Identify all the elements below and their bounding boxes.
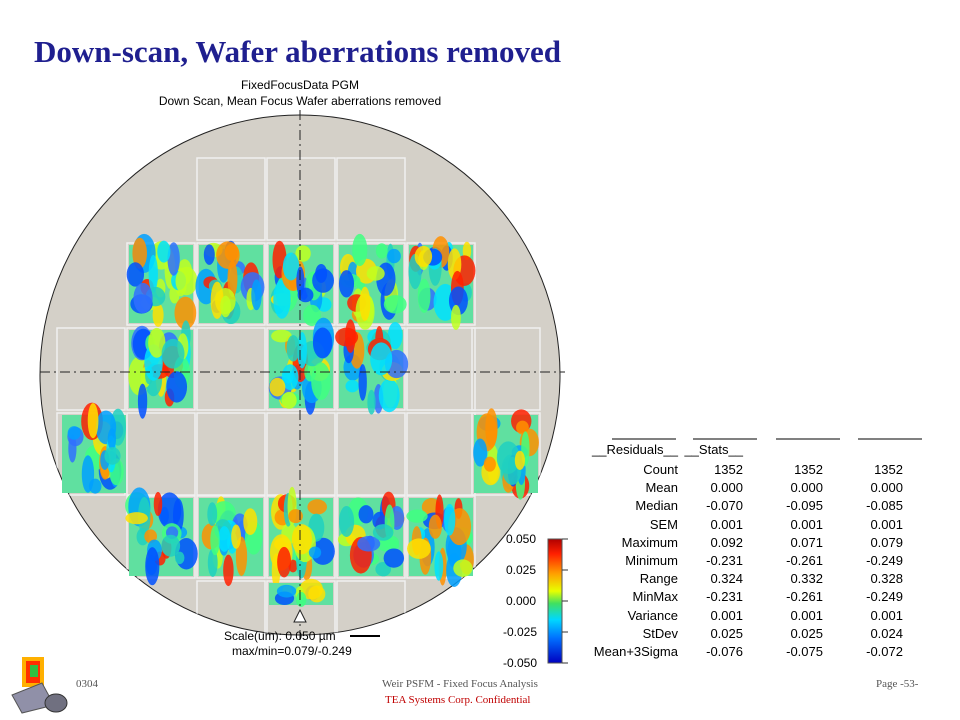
stats-header: __Stats__ [684,442,743,457]
focus-field-heatmap [269,240,334,327]
exposure-field [196,412,266,496]
stats-cell: 1352 [714,462,743,477]
stats-cell: 0.000 [710,480,743,496]
stats-cell: 0.001 [790,607,823,623]
stats-cell: 0.079 [870,534,903,550]
footer-date: 0304 [76,678,98,690]
focus-field-heatmap [335,319,409,415]
footer-confidential: TEA Systems Corp. Confidential [385,694,531,706]
stats-cell: -0.231 [706,553,743,568]
slide-title: Down-scan, Wafer aberrations removed [34,34,561,69]
stats-cell: -0.070 [706,498,743,514]
exposure-field [266,412,336,496]
colorbar-label: 0.025 [506,563,537,577]
focus-field-heatmap [406,494,474,587]
colorbar-label: -0.025 [503,625,538,639]
focus-field-heatmap [62,402,126,494]
focus-field-heatmap [268,317,335,415]
stats-cell: 0.000 [790,480,823,496]
heatmap-fields [62,233,539,607]
exposure-field [266,242,336,326]
colorbar-label: 0.050 [506,532,537,546]
stats-row-label: Median [635,498,678,514]
stats-cell: 0.000 [870,480,903,496]
stats-cell: -0.075 [786,644,823,659]
focus-field-heatmap [473,408,539,500]
stats-row-label: Mean+3Sigma [593,644,678,659]
stats-cell: 0.071 [790,534,823,550]
exposure-field [126,412,196,496]
stats-cell: 0.001 [790,516,823,532]
colorbar-ticks [562,538,568,664]
stats-row-label: MinMax [632,589,678,605]
maxmin-label: max/min=0.079/-0.249 [232,644,352,658]
focus-field-heatmap [195,240,265,325]
focus-field-heatmap [128,320,193,419]
focus-field-heatmap [126,233,198,330]
exposure-field [196,327,266,411]
stats-cell: -0.095 [786,498,823,514]
stats-cell: 0.332 [790,571,823,587]
colorbar [547,538,563,664]
stats-header [843,442,903,460]
exposure-field [266,327,336,411]
stats-cell: -0.261 [786,589,823,605]
focus-field-heatmap [199,496,263,587]
focus-field-heatmap [338,233,407,330]
stats-cell: 0.001 [710,516,743,532]
stats-row-label: Variance [627,607,678,623]
stats-cell: 0.025 [790,625,823,641]
stats-cell: 0.092 [710,534,743,550]
focus-field-heatmap [125,487,198,586]
focus-field-heatmap [337,491,405,577]
stats-header [763,442,823,460]
stats-header: __Residuals__ [591,442,678,457]
stats-cell: 0.324 [710,571,743,587]
stats-cell: 0.025 [710,625,743,641]
focus-field-heatmap [269,486,335,588]
exposure-field [126,327,196,411]
stats-cell: 0.001 [710,607,743,623]
stats-row-label: SEM [649,516,678,532]
stats-cell: -0.076 [706,644,743,659]
stats-row-label: Range [639,571,678,587]
stats-row-label: Minimum [625,553,678,568]
exposure-field [196,157,266,241]
footer-page: Page -53- [876,678,919,690]
stats-row-label: StDev [642,625,678,641]
stats-cell: 1352 [794,462,823,477]
stats-cell: -0.231 [706,589,743,605]
exposure-field [266,157,336,241]
stats-cell: -0.261 [786,553,823,568]
stats-cell: -0.249 [866,553,903,568]
focus-field-heatmap [269,578,333,607]
stats-row-label: Count [643,462,678,477]
exposure-field [336,495,406,579]
plot-title-line1: FixedFocusData PGM [240,78,360,92]
stats-cell: -0.072 [866,644,903,659]
plot-title-line2: Down Scan, Mean Focus Wafer aberrations … [158,94,442,108]
colorbar-label: 0.000 [506,594,537,608]
stats-cell: 0.001 [870,607,903,623]
company-logo [11,657,68,714]
stats-cell: 0.024 [870,625,903,641]
stats-cell: -0.249 [866,589,903,605]
scale-label: Scale(um): 0.050 µm [224,629,336,643]
stats-row-label: Maximum [621,534,678,550]
exposure-field [471,327,541,411]
exposure-field [336,157,406,241]
exposure-field [266,580,336,635]
stats-cell: 0.001 [870,516,903,532]
stats-row-label: Mean [645,480,678,496]
footer-title: Weir PSFM - Fixed Focus Analysis [382,678,538,690]
stats-cell: 1352 [874,462,903,477]
stats-cell: -0.085 [866,498,903,514]
focus-field-heatmap [408,236,476,330]
exposure-field [471,412,541,496]
notch-marker [293,608,307,623]
colorbar-label: -0.050 [503,656,538,670]
stats-cell: 0.328 [870,571,903,587]
